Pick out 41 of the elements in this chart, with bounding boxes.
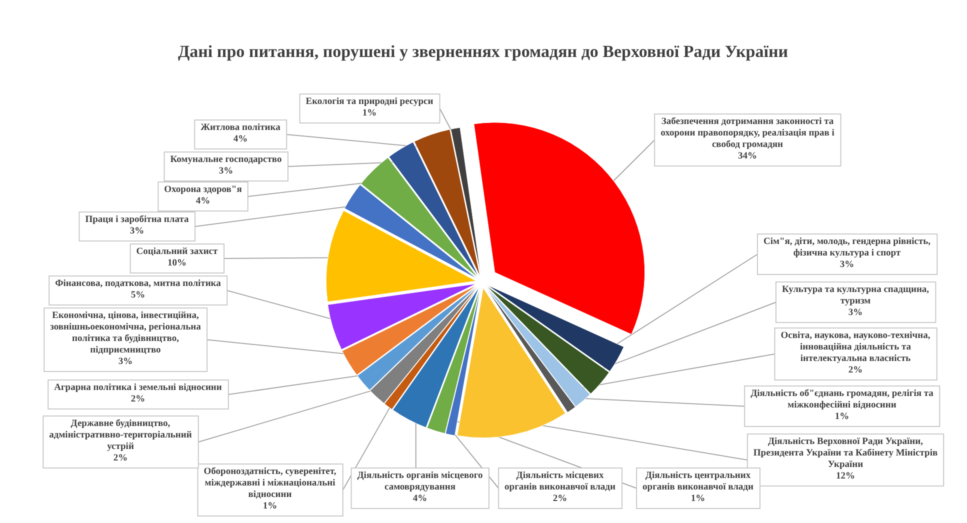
- data-label: 3%: [130, 226, 144, 236]
- slice-label: Освіта, наукова, науково-технічна, інноваційна діяльність та інтелектуальна власність: [780, 331, 931, 364]
- slice-label: Діяльність органів місцевого самоврядування: [357, 471, 483, 492]
- slice-label: Діяльність центральних органів виконавчої влади: [642, 471, 754, 492]
- data-label: 5%: [130, 290, 146, 300]
- data-label: 2%: [848, 366, 863, 376]
- data-label: 2%: [552, 494, 568, 504]
- data-label: 34%: [738, 152, 757, 162]
- slice-label: Культура та культурна спадщина, туризм: [782, 285, 930, 306]
- data-label: 4%: [412, 494, 428, 504]
- slice-label: Діяльність Верховної Ради України, Президента України та Кабінету Міністрів України: [753, 437, 938, 470]
- slice-label: Соціальний захист: [136, 247, 218, 257]
- slice-label: Діяльність об"єднань громадян, релігія та міжконфесійні відносини: [750, 389, 934, 410]
- slice-label: Сім"я, діти, молодь, гендерна рівність, фізична культура і спорт: [763, 237, 932, 258]
- data-label: 1%: [690, 494, 706, 504]
- data-label: 1%: [262, 502, 278, 512]
- slice-label: Житлова політика: [200, 123, 281, 133]
- slice-label: Державне будівництво, адміністративно-територіальний устрій: [49, 419, 192, 452]
- slice-label: Екологія та природні ресурси: [306, 97, 434, 107]
- slice-label: Економічна, цінова, інвестиційна, зовнішньоекономічна, регіональна політика та будівництво, підприємництво: [50, 311, 202, 356]
- slice-label: Охорона здоров"я: [164, 185, 242, 195]
- data-label: 3%: [848, 308, 863, 318]
- slice-label: Фінансова, податкова, митна політика: [55, 279, 222, 289]
- data-label: 3%: [840, 260, 854, 270]
- slice-label: Забезпечення дотримання законності та охорони правопорядку, реалізація прав і свобод громадян: [660, 117, 835, 150]
- data-label: 1%: [834, 412, 850, 422]
- slice-label: Обороноздатність, суверенітет, міждержавні і міжнаціональні відносини: [204, 467, 337, 500]
- chart-title: Дані про питання, порушені у зверненнях громадян до Верховної Ради України: [178, 42, 788, 61]
- data-label: 2%: [130, 394, 146, 404]
- slice-label: Діяльність місцевих органів виконавчої влади: [504, 471, 616, 492]
- data-label: 3%: [218, 166, 234, 176]
- data-label: 3%: [118, 357, 133, 367]
- data-label: 12%: [836, 472, 855, 482]
- data-label: 4%: [233, 134, 248, 144]
- data-label: 10%: [168, 258, 186, 268]
- data-label: 4%: [196, 196, 210, 206]
- data-label: 1%: [362, 108, 377, 118]
- slice-label: Праця і заробітна плата: [85, 215, 190, 225]
- slice-label: Комунальне господарство: [170, 155, 282, 165]
- data-label: 2%: [113, 454, 128, 464]
- slice-label: Аграрна політика і земельні відносини: [54, 383, 222, 393]
